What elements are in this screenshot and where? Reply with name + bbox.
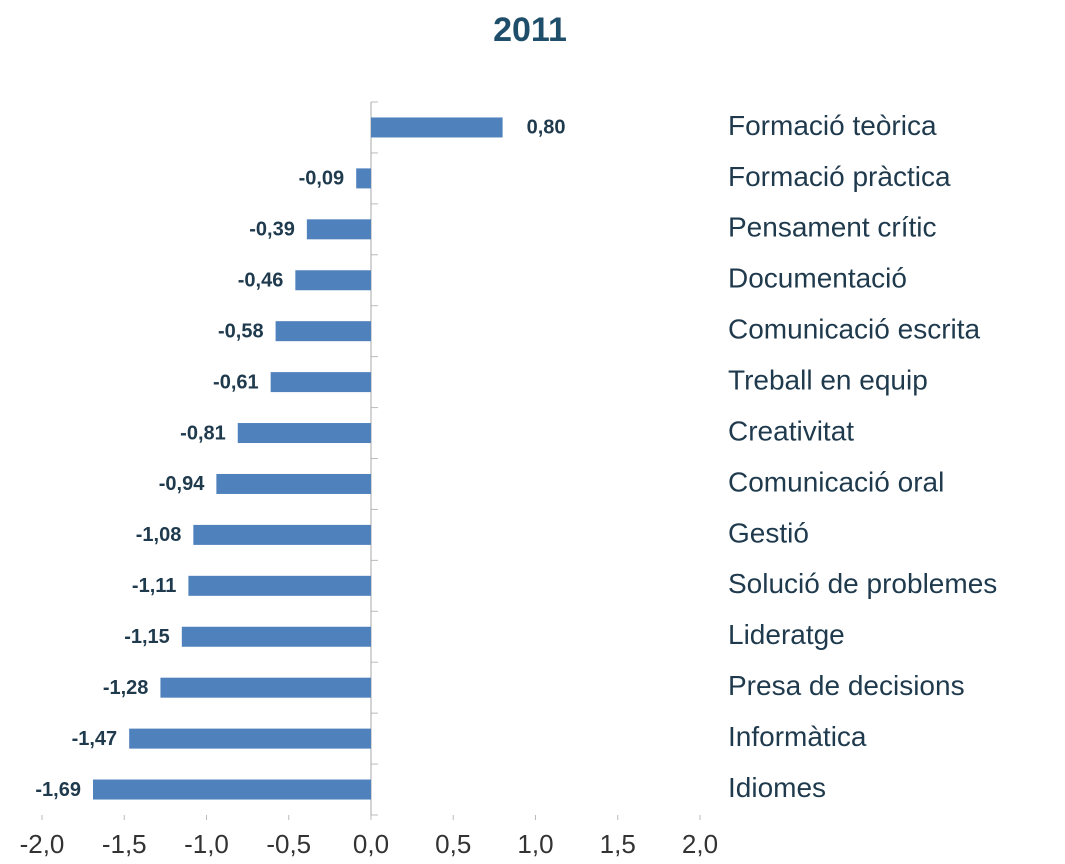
category-label: Treball en equip <box>728 364 928 395</box>
value-label: -1,47 <box>72 728 118 750</box>
x-tick-label: 2,0 <box>682 829 718 859</box>
value-label: -1,28 <box>103 677 149 699</box>
bar <box>295 270 371 291</box>
x-tick-label: -0,5 <box>266 829 311 859</box>
x-tick-label: 0,5 <box>435 829 471 859</box>
bar <box>356 168 371 189</box>
bar <box>270 372 371 393</box>
bar <box>237 423 371 444</box>
category-label: Idiomes <box>728 772 826 803</box>
value-label: 0,80 <box>527 117 566 139</box>
x-tick-label: -2,0 <box>20 829 65 859</box>
x-tick-label: 1,5 <box>600 829 636 859</box>
bar <box>306 219 371 240</box>
value-label: -0,94 <box>159 473 205 495</box>
chart-title: 2011 <box>493 11 567 49</box>
category-label: Documentació <box>728 263 907 294</box>
bar <box>371 117 503 138</box>
value-label: -0,61 <box>213 371 259 393</box>
bar <box>275 321 371 342</box>
value-label: -1,11 <box>132 575 176 597</box>
x-tick-label: 1,0 <box>517 829 553 859</box>
bar <box>216 473 371 494</box>
bar <box>181 626 371 647</box>
bar <box>129 728 371 749</box>
value-label: -0,09 <box>299 168 345 190</box>
bar <box>188 575 371 596</box>
category-label: Creativitat <box>728 415 854 446</box>
category-label: Formació teòrica <box>728 110 937 141</box>
x-tick-label: -1,0 <box>184 829 229 859</box>
value-label: -0,81 <box>180 422 226 444</box>
category-label: Presa de decisions <box>728 670 965 701</box>
bar <box>92 779 372 800</box>
value-label: -1,15 <box>124 626 170 648</box>
category-label: Informàtica <box>728 721 867 752</box>
category-label: Comunicació escrita <box>728 314 981 345</box>
category-label: Solució de problemes <box>728 568 997 599</box>
x-tick-label: 0,0 <box>353 829 389 859</box>
category-label: Gestió <box>728 517 809 548</box>
category-label: Pensament crític <box>728 212 937 243</box>
category-label: Comunicació oral <box>728 466 944 497</box>
category-label: Formació pràctica <box>728 161 951 192</box>
value-label: -0,58 <box>218 320 264 342</box>
value-label: -1,69 <box>35 779 81 801</box>
x-tick-label: -1,5 <box>102 829 147 859</box>
value-label: -0,46 <box>238 270 284 292</box>
value-label: -0,39 <box>249 219 295 241</box>
bar <box>193 524 371 545</box>
category-label: Lideratge <box>728 619 845 650</box>
bar <box>160 677 371 698</box>
value-label: -1,08 <box>136 524 182 546</box>
